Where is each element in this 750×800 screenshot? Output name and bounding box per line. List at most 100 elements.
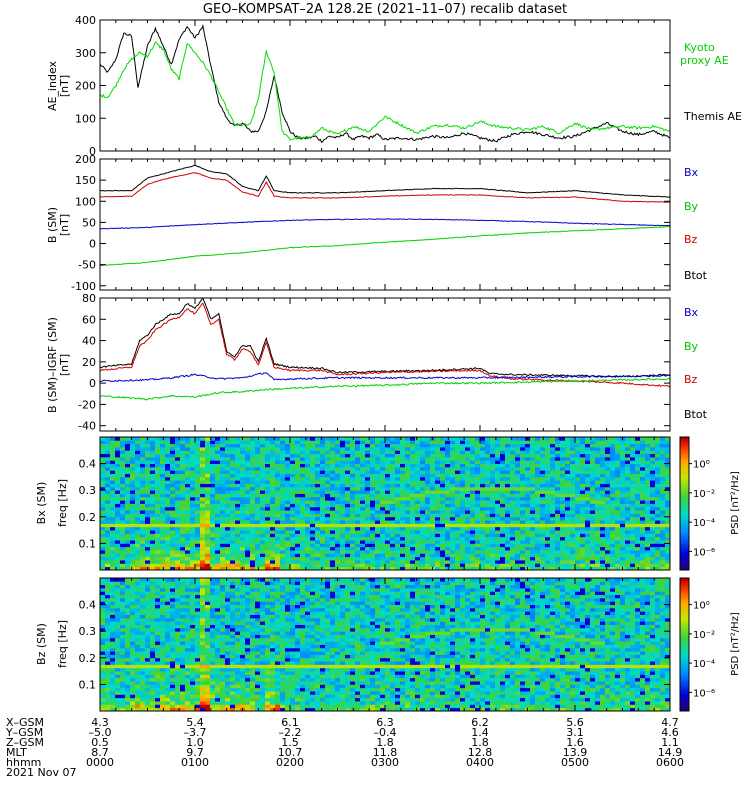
spectrogram-cell — [495, 566, 501, 571]
spectrogram-cell — [225, 450, 231, 455]
y-tick-label: 300 — [75, 47, 96, 60]
spectrogram-cell — [665, 563, 671, 568]
spectrogram-cell — [300, 486, 306, 491]
spectrogram-cell — [335, 460, 341, 464]
spectrogram-cell — [505, 437, 511, 441]
spectrogram-cell — [235, 483, 241, 488]
spectrogram-cell — [665, 523, 671, 528]
spectrogram-cell — [530, 460, 536, 464]
spectrogram-cell — [410, 446, 416, 451]
spectrogram-cell — [575, 493, 581, 498]
spectrogram-cell — [185, 463, 191, 468]
spectrogram-cell — [565, 543, 571, 548]
spectrogram-cell — [145, 543, 151, 548]
spectrogram-cell — [560, 530, 566, 534]
spectrogram-cell — [495, 550, 501, 554]
spectrogram-cell — [355, 510, 361, 514]
spectrogram-cell — [295, 500, 301, 504]
spectrogram-cell — [395, 453, 401, 458]
spectrogram-cell — [580, 476, 586, 481]
spectrogram-cell — [380, 470, 386, 474]
spectrogram-cell — [605, 437, 611, 441]
spectrogram-cell — [575, 443, 581, 448]
spectrogram-cell — [530, 510, 536, 514]
spectrogram-cell — [100, 493, 106, 498]
spectrogram-cell — [180, 543, 186, 548]
spectrogram-cell — [430, 510, 436, 514]
spectrogram-cell — [360, 483, 366, 488]
spectrogram-cell — [620, 496, 626, 501]
spectrogram-cell — [330, 510, 336, 514]
spectrogram-cell — [245, 500, 251, 504]
spectrogram-cell — [270, 560, 276, 564]
spectrogram-cell — [655, 550, 661, 554]
spectrogram-cell — [245, 456, 251, 461]
spectrogram-cell — [585, 473, 591, 478]
spectrogram-cell — [405, 493, 411, 498]
spectrogram-cell — [155, 536, 161, 541]
spectrogram-cell — [170, 530, 176, 534]
spectrogram-cell — [175, 456, 181, 461]
spectrogram-cell — [105, 453, 111, 458]
legend-btot-2: Btot — [684, 408, 708, 421]
spectrogram-cell — [500, 476, 506, 481]
spectrogram-cell — [485, 440, 491, 445]
spectrogram-cell — [645, 503, 651, 508]
spectrogram-cell — [545, 513, 551, 518]
spectrogram-cell — [565, 490, 571, 494]
spectrogram-cell — [525, 460, 531, 464]
spectrogram-cell — [635, 523, 641, 528]
spectrogram-cell — [605, 473, 611, 478]
spectrogram-cell — [580, 486, 586, 491]
spectrogram-cell — [520, 553, 526, 558]
spectrogram-cell — [550, 523, 556, 528]
spectrogram-cell — [455, 503, 461, 508]
spectrogram-cell — [385, 473, 391, 478]
spectrogram-cell — [595, 463, 601, 468]
spectrogram-cell — [400, 500, 406, 504]
spectrogram-cell — [425, 480, 431, 484]
spectrogram-cell — [390, 496, 396, 501]
spectrogram-cell — [220, 483, 226, 488]
spectrogram-cell — [140, 493, 146, 498]
spectrogram-cell — [340, 563, 346, 568]
spectrogram-cell — [360, 530, 366, 534]
spectrogram-cell — [465, 450, 471, 455]
spectrogram-cell — [600, 476, 606, 481]
spectrogram-cell — [540, 510, 546, 514]
spectrogram-cell — [105, 470, 111, 474]
spectrogram-cell — [500, 533, 506, 538]
spectrogram-cell — [280, 446, 286, 451]
spectrogram-cell — [440, 440, 446, 445]
spectrogram-cell — [330, 523, 336, 528]
spectrogram-cell — [405, 486, 411, 491]
spectrogram-cell — [545, 563, 551, 568]
spectrogram-cell — [650, 446, 656, 451]
spectrogram-cell — [260, 466, 266, 471]
spectrogram-cell — [620, 563, 626, 568]
spectrogram-cell — [195, 526, 201, 531]
spectrogram-cell — [640, 446, 646, 451]
spectrogram-cell — [350, 500, 356, 504]
spectrogram-cell — [200, 443, 206, 448]
spectrogram-cell — [235, 506, 241, 511]
spectrogram-cell — [200, 480, 206, 484]
spectrogram-cell — [435, 476, 441, 481]
spectrogram-cell — [605, 563, 611, 568]
spectrogram-cell — [345, 526, 351, 531]
spectrogram-cell — [130, 520, 136, 524]
spectrogram-cell — [510, 440, 516, 445]
spectrogram-cell — [150, 486, 156, 491]
spectrogram-cell — [180, 463, 186, 468]
spectrogram-cell — [505, 473, 511, 478]
spectrogram-cell — [525, 476, 531, 481]
spectrogram-cell — [365, 503, 371, 508]
spectrogram-cell — [200, 437, 206, 441]
spectrogram-cell — [495, 456, 501, 461]
spectrogram-cell — [175, 566, 181, 571]
spectrogram-cell — [225, 470, 231, 474]
spectrogram-cell — [580, 466, 586, 471]
spectrogram-cell — [120, 553, 126, 558]
spectrogram-cell — [415, 530, 421, 534]
spectrogram-cell — [645, 516, 651, 521]
